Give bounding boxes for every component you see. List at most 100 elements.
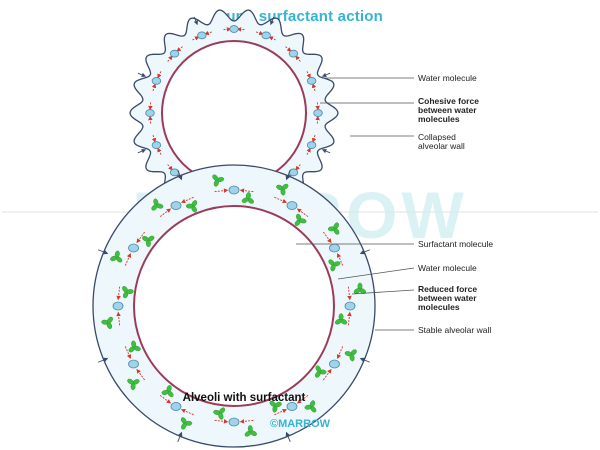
water-molecule-icon	[306, 77, 317, 85]
force-arrow-icon	[347, 286, 352, 301]
pressure-arrow-icon	[359, 249, 370, 255]
surfactant-molecule-icon	[142, 235, 155, 248]
surfactant-molecule-icon	[128, 340, 141, 353]
label-water-molecule-top: Water molecule	[418, 73, 477, 83]
pressure-arrow-icon	[177, 170, 183, 181]
diagram-title: Lung surfactant action	[216, 8, 384, 25]
force-arrow-icon	[296, 208, 309, 217]
label-cohesive-force: Cohesive force between water molecules	[418, 96, 481, 124]
water-molecule-icon	[286, 201, 298, 210]
alveolus-with-surfactant	[92, 164, 376, 448]
force-arrow-icon	[167, 164, 173, 171]
surfactant-molecule-icon	[328, 259, 341, 272]
surfactant-molecule-icon	[212, 174, 225, 187]
force-arrow-icon	[176, 46, 183, 52]
force-arrow-icon	[148, 115, 153, 124]
pressure-arrow-icon	[321, 72, 331, 77]
force-arrow-icon	[256, 30, 264, 36]
water-molecules-group-bottom	[112, 185, 356, 427]
force-arrow-icon	[192, 36, 200, 41]
force-arrow-icon	[295, 55, 301, 62]
label-reduced-force: Reduced force between water molecules	[418, 284, 479, 312]
surfactant-molecule-icon	[241, 192, 254, 204]
force-arrow-icon	[306, 147, 311, 155]
force-arrow-icon	[151, 83, 157, 91]
surfactant-molecule-icon	[151, 198, 164, 211]
water-molecule-icon	[228, 417, 240, 427]
water-molecule-icon	[329, 243, 340, 253]
water-molecule-icon	[261, 31, 271, 40]
water-molecule-icon	[128, 243, 139, 253]
water-molecule-icon	[288, 49, 299, 58]
pressure-arrow-icon	[98, 357, 109, 363]
force-arrow-icon	[151, 135, 157, 143]
force-arrow-icon	[159, 208, 172, 217]
water-molecule-icon	[329, 359, 340, 369]
water-molecule-icon	[112, 301, 124, 311]
force-arrow-icon	[124, 346, 132, 360]
label-water-molecule-bottom: Water molecule	[418, 263, 477, 273]
water-molecule-icon	[145, 109, 155, 117]
force-arrow-icon	[323, 368, 332, 381]
force-arrow-icon	[315, 102, 320, 111]
force-arrow-icon	[296, 395, 309, 404]
force-arrow-icon	[124, 252, 132, 266]
water-molecule-icon	[313, 109, 323, 117]
force-arrow-icon	[157, 147, 162, 155]
force-arrow-icon	[315, 115, 320, 124]
pressure-arrow-icon	[137, 149, 147, 154]
water-molecule-icon	[128, 359, 139, 369]
force-arrow-icon	[268, 36, 276, 41]
label-stable-wall: Stable alveolar wall	[418, 325, 491, 335]
force-arrow-icon	[214, 188, 229, 193]
surfactant-molecule-icon	[127, 378, 140, 391]
water-molecule-icon	[286, 402, 298, 411]
surfactant-molecule-icon	[327, 222, 340, 235]
caption-with-surfactant: Alveoli with surfactant	[183, 392, 306, 404]
leader-reduced-force	[351, 289, 415, 295]
force-arrow-icon	[159, 395, 172, 404]
leader-water-molecule-bottom	[337, 267, 415, 280]
force-arrow-icon	[336, 252, 344, 266]
force-arrow-icon	[180, 196, 194, 204]
inward-pressure-arrows-bottom	[98, 170, 370, 442]
force-arrow-icon	[116, 286, 121, 301]
surfactant-molecule-icon	[276, 183, 289, 196]
surfactant-molecule-icon	[185, 200, 198, 213]
force-arrow-icon	[347, 311, 352, 326]
surfactant-molecule-icon	[344, 349, 357, 362]
force-arrow-icon	[148, 102, 153, 111]
force-arrow-icon	[180, 408, 194, 416]
surfactant-molecule-icon	[269, 400, 282, 413]
pressure-arrow-icon	[285, 170, 291, 181]
water-molecule-icon	[169, 49, 180, 58]
force-arrow-icon	[167, 55, 173, 62]
surfactant-molecule-icon	[353, 282, 366, 294]
pressure-arrow-icon	[193, 16, 198, 26]
force-arrow-icon	[204, 30, 212, 36]
pressure-arrow-icon	[285, 431, 291, 442]
force-arrow-icon	[274, 196, 288, 204]
surfactant-molecule-icon	[122, 286, 134, 299]
surfactant-molecule-icon	[180, 417, 193, 430]
surfactant-molecule-icon	[161, 385, 174, 398]
force-arrow-icon	[306, 71, 311, 79]
force-arrow-icon	[336, 346, 344, 360]
pressure-arrow-icon	[98, 249, 109, 255]
water-molecule-icon	[170, 201, 182, 210]
label-collapsed-wall: Collapsed alveolar wall	[418, 132, 465, 151]
water-molecule-icon	[306, 141, 317, 149]
force-arrow-icon	[274, 408, 288, 416]
force-arrow-icon	[116, 311, 121, 326]
water-molecule-icon	[197, 31, 207, 40]
inner-alveolar-wall	[161, 40, 307, 186]
surfactant-molecule-icon	[110, 250, 123, 263]
surfactant-molecule-icon	[315, 365, 327, 378]
water-molecule-icon	[288, 168, 299, 177]
force-arrow-icon	[223, 27, 232, 32]
force-arrow-icon	[157, 71, 162, 79]
force-arrow-icon	[285, 46, 292, 52]
force-arrow-icon	[214, 419, 229, 424]
force-arrow-icon	[323, 231, 332, 244]
